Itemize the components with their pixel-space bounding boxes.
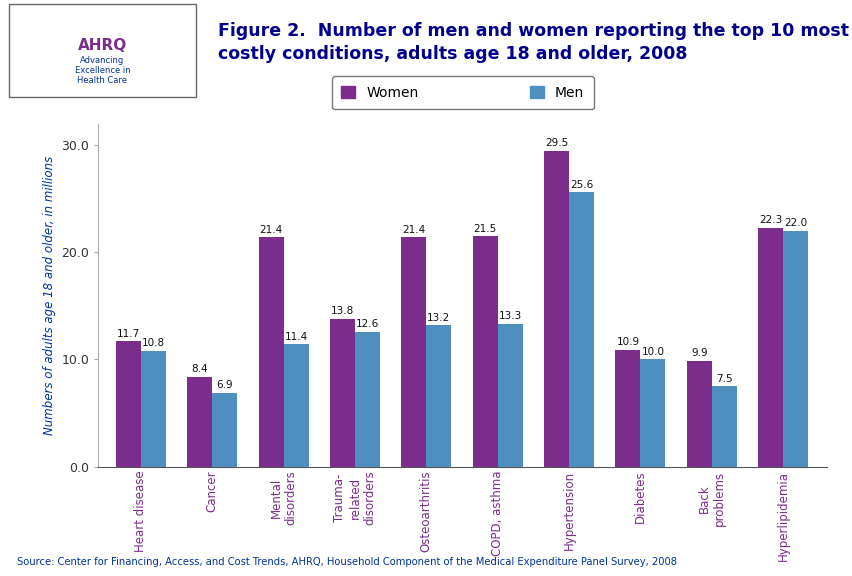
Text: 10.0: 10.0 [641, 347, 664, 357]
Text: 12.6: 12.6 [355, 319, 378, 329]
Legend: Women, Men: Women, Men [331, 76, 593, 109]
Bar [568, 192, 593, 467]
Text: 22.3: 22.3 [758, 215, 781, 225]
Text: AHRQ: AHRQ [78, 38, 127, 53]
Text: 9.9: 9.9 [690, 348, 707, 358]
Bar [472, 236, 497, 467]
Bar [258, 237, 284, 467]
Text: 11.4: 11.4 [285, 332, 308, 342]
Bar [640, 359, 665, 467]
Bar [330, 319, 354, 467]
Text: 13.2: 13.2 [427, 313, 450, 323]
Text: 8.4: 8.4 [191, 364, 208, 374]
Bar [187, 377, 212, 467]
Text: 22.0: 22.0 [783, 218, 806, 228]
Bar [141, 351, 165, 467]
Text: 13.8: 13.8 [331, 306, 354, 316]
Y-axis label: Numbers of adults age 18 and older, in millions: Numbers of adults age 18 and older, in m… [43, 156, 55, 435]
Text: Source: Center for Financing, Access, and Cost Trends, AHRQ, Household Component: Source: Center for Financing, Access, an… [17, 556, 676, 567]
Text: 29.5: 29.5 [544, 138, 567, 148]
Bar [426, 325, 451, 467]
Text: Advancing
Excellence in
Health Care: Advancing Excellence in Health Care [74, 56, 130, 85]
FancyBboxPatch shape [9, 4, 196, 97]
Bar [497, 324, 522, 467]
Text: 21.4: 21.4 [402, 225, 425, 234]
Bar [615, 350, 640, 467]
Text: 25.6: 25.6 [569, 180, 592, 190]
Bar [212, 393, 237, 467]
Text: Figure 2.  Number of men and women reporting the top 10 most
costly conditions, : Figure 2. Number of men and women report… [217, 21, 848, 63]
Bar [354, 332, 379, 467]
Bar [757, 228, 782, 467]
Text: 10.8: 10.8 [141, 338, 164, 348]
Bar [544, 150, 568, 467]
Bar [284, 344, 308, 467]
Bar [686, 361, 711, 467]
Text: 10.9: 10.9 [616, 337, 639, 347]
Bar [116, 341, 141, 467]
Bar [782, 231, 807, 467]
Bar [711, 386, 736, 467]
Text: 21.5: 21.5 [473, 223, 496, 234]
Text: 6.9: 6.9 [216, 380, 233, 390]
Text: 11.7: 11.7 [117, 328, 140, 339]
Bar [401, 237, 426, 467]
Text: 13.3: 13.3 [498, 312, 521, 321]
Text: 21.4: 21.4 [259, 225, 283, 234]
Text: 7.5: 7.5 [715, 374, 732, 384]
